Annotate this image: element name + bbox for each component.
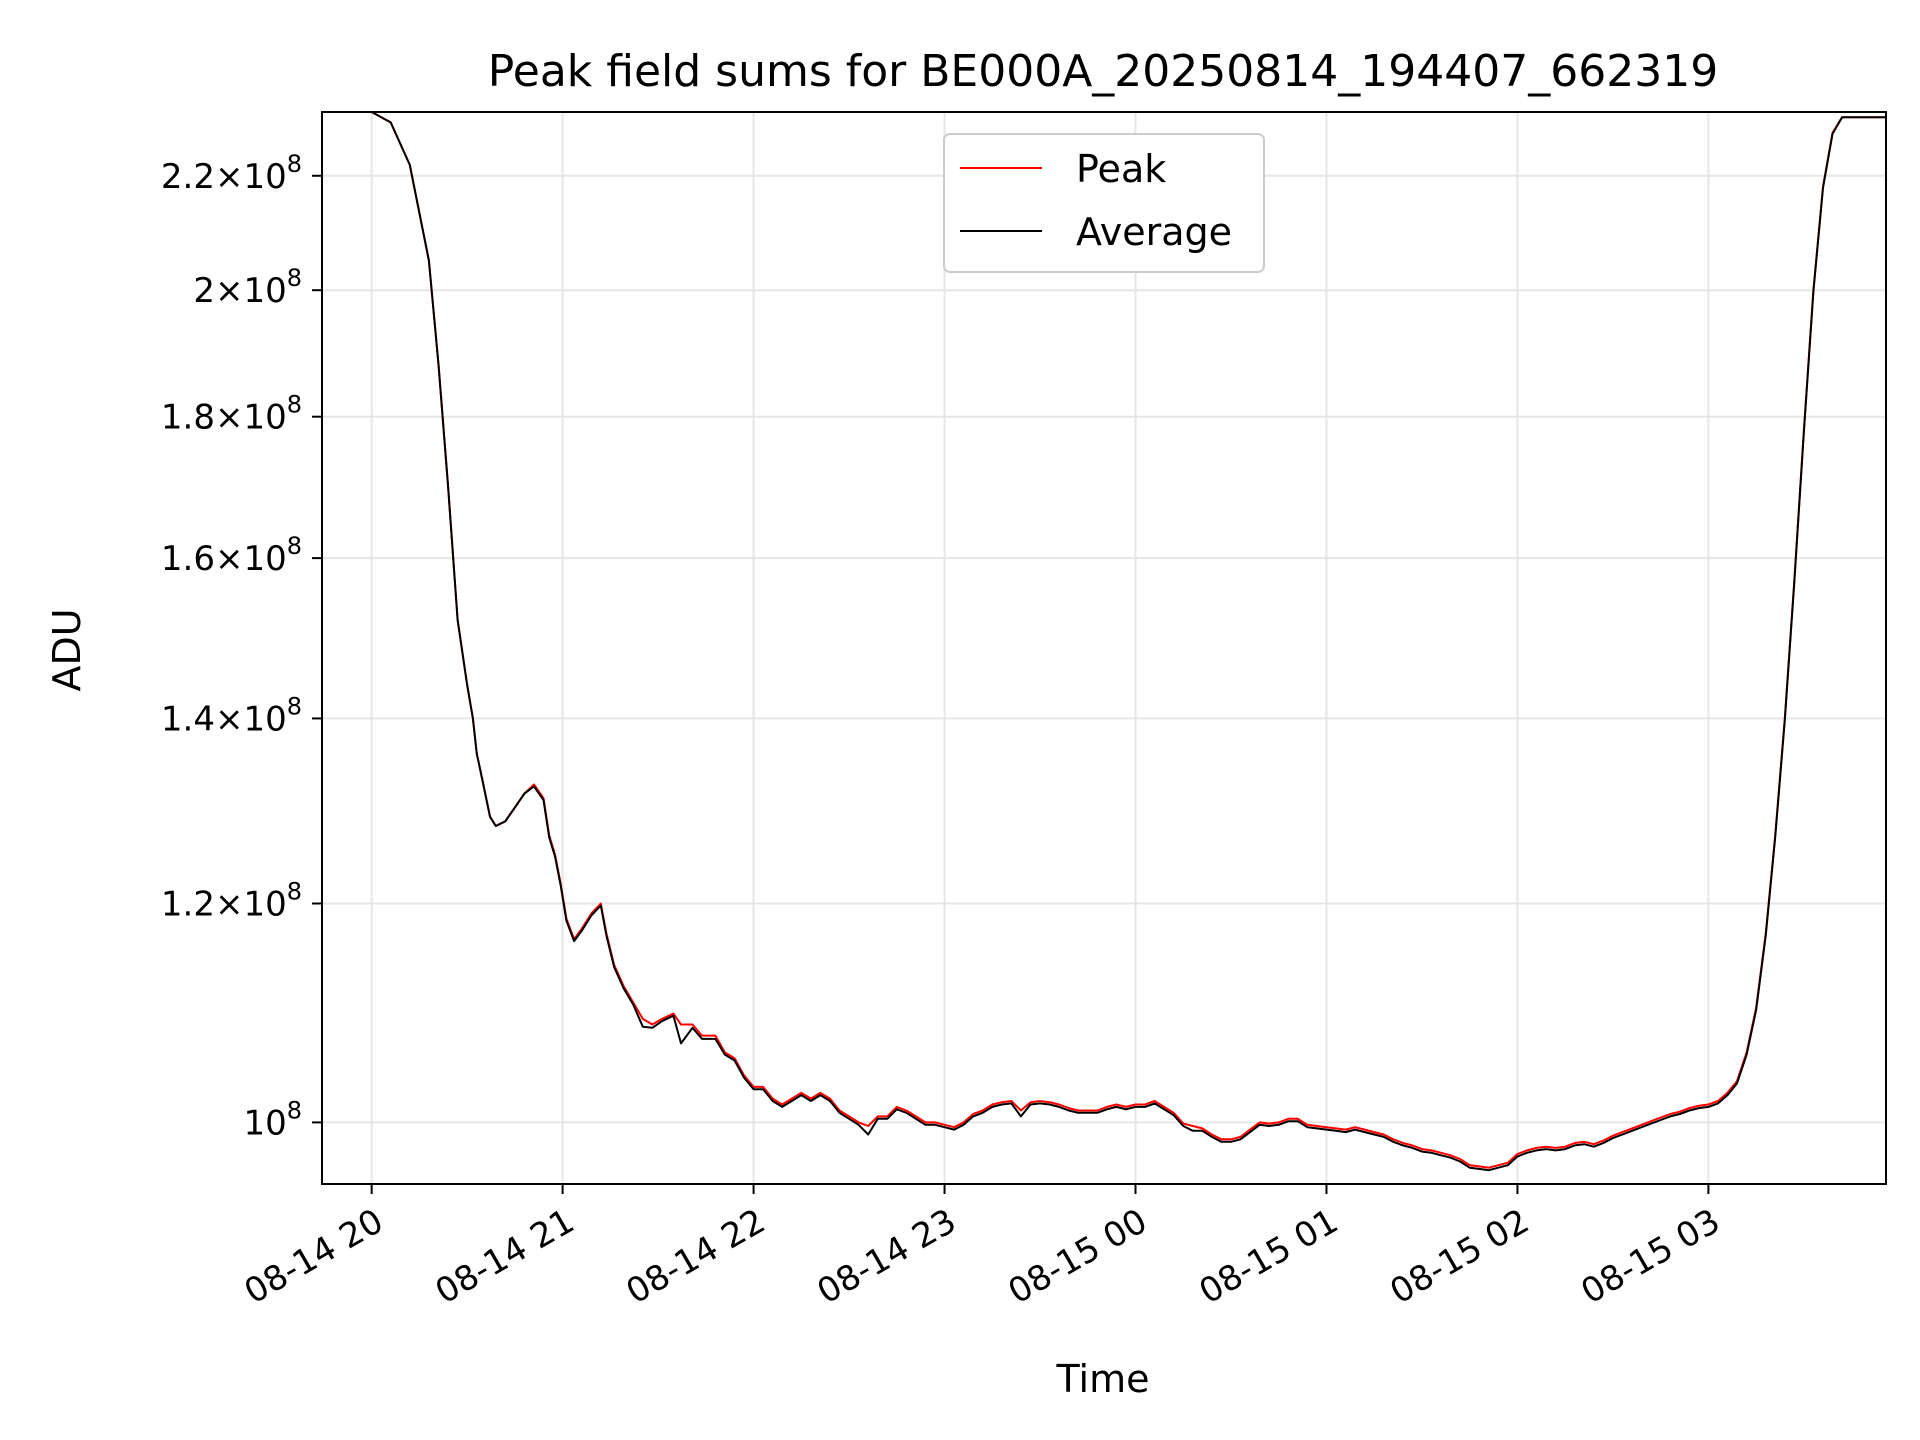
legend: Peak Average: [943, 133, 1265, 273]
y-tick-label: 2.2×108: [161, 150, 302, 197]
series-line-average: [371, 111, 1886, 1172]
y-axis-label: ADU: [45, 608, 89, 691]
y-axis: 108 1.2×108 1.4×108 1.6×108 1.8×108 2×108 2.2×…: [161, 150, 322, 1143]
y-tick-label: 1.6×108: [161, 532, 302, 579]
y-tick-label: 1.8×108: [161, 391, 302, 438]
chart-title: Peak field sums for BE000A_20250814_1944…: [488, 46, 1718, 97]
y-tick-label: 108: [243, 1096, 302, 1143]
legend-label-average: Average: [1076, 210, 1232, 254]
y-tick-label: 1.2×108: [161, 878, 302, 925]
series-group: [371, 111, 1886, 1172]
y-tick-label: 2×108: [193, 264, 302, 311]
legend-label-peak: Peak: [1076, 147, 1166, 191]
x-axis-label: Time: [1056, 1357, 1150, 1401]
y-tick-label: 1.4×108: [161, 692, 302, 739]
plot-frame: [321, 111, 1887, 1185]
